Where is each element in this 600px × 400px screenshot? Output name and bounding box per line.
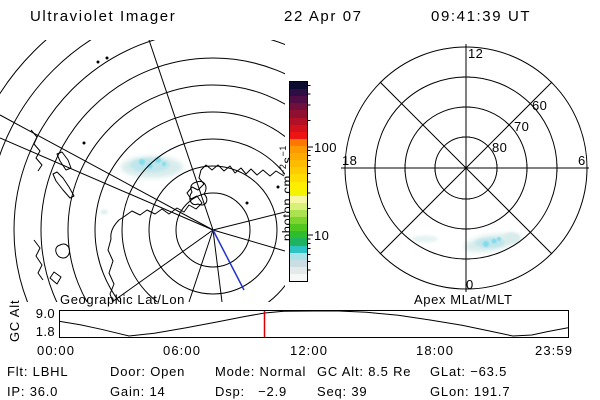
mlt-label-12: 12: [468, 46, 484, 61]
colorbar-segment: [290, 131, 307, 139]
mlt-label-0: 0: [466, 277, 474, 292]
status-gc-alt: GC Alt: 8.5 Re: [317, 364, 412, 379]
colorbar-segment: [290, 96, 307, 104]
colorbar-segment: [290, 245, 307, 253]
colorbar-segment: [290, 89, 307, 97]
orbit-ytick-9: 9.0: [35, 306, 55, 321]
colorbar-segment: [290, 181, 307, 189]
colorbar-segment: [290, 252, 307, 260]
status-filter: Flt: LBHL: [7, 364, 69, 379]
colorbar-segment: [290, 209, 307, 218]
mlat-label-60: 60: [532, 98, 548, 113]
orbit-xtick-0000: 00:00: [37, 343, 76, 358]
mlt-label-18: 18: [342, 153, 358, 168]
aurora-patch-left: [100, 156, 183, 214]
orbit-xtick-0600: 06:00: [163, 343, 202, 358]
status-mode: Mode: Normal: [215, 364, 307, 379]
colorbar-segment: [290, 103, 307, 111]
status-dsp: Dsp: −2.9: [215, 384, 288, 399]
status-glat: GLat: −63.5: [430, 364, 508, 379]
colorbar-tick-100: 100: [314, 140, 337, 155]
colorbar-segment: [290, 174, 307, 182]
mlt-axes: [341, 44, 589, 292]
colorbar-label-exp2: −1: [278, 144, 288, 157]
colorbar-label-exp1: −2: [278, 163, 288, 176]
colorbar-segment: [290, 266, 307, 274]
colorbar-segment: [290, 259, 307, 267]
orbit-strip-chart: [59, 310, 569, 338]
orbit-xtick-1800: 18:00: [416, 343, 455, 358]
colorbar-segment: [290, 153, 307, 161]
colorbar-segment: [290, 117, 307, 125]
mlt-label-6: 6: [578, 153, 586, 168]
colorbar-segment: [290, 124, 307, 132]
status-ip: IP: 36.0: [7, 384, 59, 399]
colorbar-segment: [290, 202, 307, 210]
colorbar-segment: [290, 138, 307, 146]
status-door: Door: Open: [110, 364, 186, 379]
mlat-label-70: 70: [514, 119, 530, 134]
satellite-track-line: [212, 229, 245, 291]
orbit-ytick-1.8: 1.8: [35, 324, 55, 339]
colorbar-segment: [290, 217, 307, 225]
colorbar-segment: [290, 82, 307, 90]
orbit-ylabel: GC Alt: [7, 299, 22, 342]
colorbar-segment: [290, 145, 307, 154]
colorbar-segment: [290, 188, 307, 196]
orbit-xtick-2359: 23:59: [535, 343, 574, 358]
colorbar-segment: [290, 110, 307, 118]
colorbar-segment: [290, 231, 307, 239]
right-panel-caption: Apex MLat/MLT: [414, 292, 513, 307]
orbit-curve: [59, 310, 569, 337]
colorbar-tick-10: 10: [314, 228, 330, 243]
colorbar-ticks: [307, 85, 313, 271]
latitude-circles: [0, 40, 285, 302]
colorbar-segment: [290, 195, 307, 203]
geographic-map-plot: [0, 40, 285, 302]
mlat-label-80: 80: [492, 140, 508, 155]
colorbar-segment: [290, 273, 307, 282]
colorbar-segment: [290, 224, 307, 232]
aurora-patch-right: [412, 232, 521, 253]
page-title: Ultraviolet Imager: [30, 8, 177, 25]
colorbar: [289, 81, 308, 282]
status-seq: Seq: 39: [317, 384, 368, 399]
status-glon: GLon: 191.7: [430, 384, 511, 399]
colorbar-segment: [290, 238, 307, 246]
coastlines: [30, 56, 285, 302]
left-panel-caption: Geographic Lat/Lon: [60, 292, 185, 307]
header-date: 22 Apr 07: [284, 8, 363, 25]
apex-polar-plot: [341, 44, 589, 292]
orbit-xtick-1200: 12:00: [290, 343, 329, 358]
colorbar-segment: [290, 167, 307, 175]
header-time: 09:41:39 UT: [431, 8, 532, 25]
status-gain: Gain: 14: [110, 384, 166, 399]
colorbar-segment: [290, 160, 307, 168]
meridian-lines: [0, 40, 285, 302]
